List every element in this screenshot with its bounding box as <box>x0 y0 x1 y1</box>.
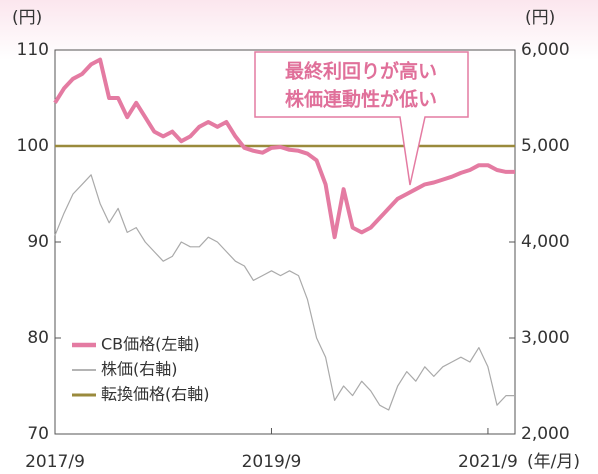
y-tick-label: 110 <box>17 40 49 60</box>
background <box>0 0 598 60</box>
annotation-box <box>254 51 469 186</box>
y-unit: (円) <box>12 8 42 28</box>
y-tick-label: 80 <box>27 328 49 348</box>
y2-tick-label: 3,000 <box>521 328 570 348</box>
annotation: 株価連動性が低い <box>285 88 437 111</box>
legend-label: CB価格(左軸) <box>101 335 200 354</box>
y2-tick-label: 6,000 <box>521 40 570 60</box>
x-tick-label: 2017/9 <box>25 452 85 472</box>
x-tick-label: 2021/9 <box>458 452 518 472</box>
series-line <box>54 174 515 411</box>
legend-label: 転換価格(右軸) <box>101 385 210 404</box>
x-tick-label: 2019/9 <box>242 452 302 472</box>
y2-unit: (円) <box>525 8 555 28</box>
series-line <box>53 57 515 240</box>
x-unit: (年/月) <box>527 452 580 472</box>
y-tick-label: 100 <box>17 136 49 156</box>
y2-tick-label: 2,000 <box>521 424 570 444</box>
legend-label: 株価(右軸) <box>101 360 178 379</box>
y-tick-label: 70 <box>27 424 49 444</box>
y2-tick-label: 4,000 <box>521 232 570 252</box>
y2-tick-label: 5,000 <box>521 136 570 156</box>
annotation: 最終利回りが高い <box>285 60 437 83</box>
y-tick-label: 90 <box>27 232 49 252</box>
